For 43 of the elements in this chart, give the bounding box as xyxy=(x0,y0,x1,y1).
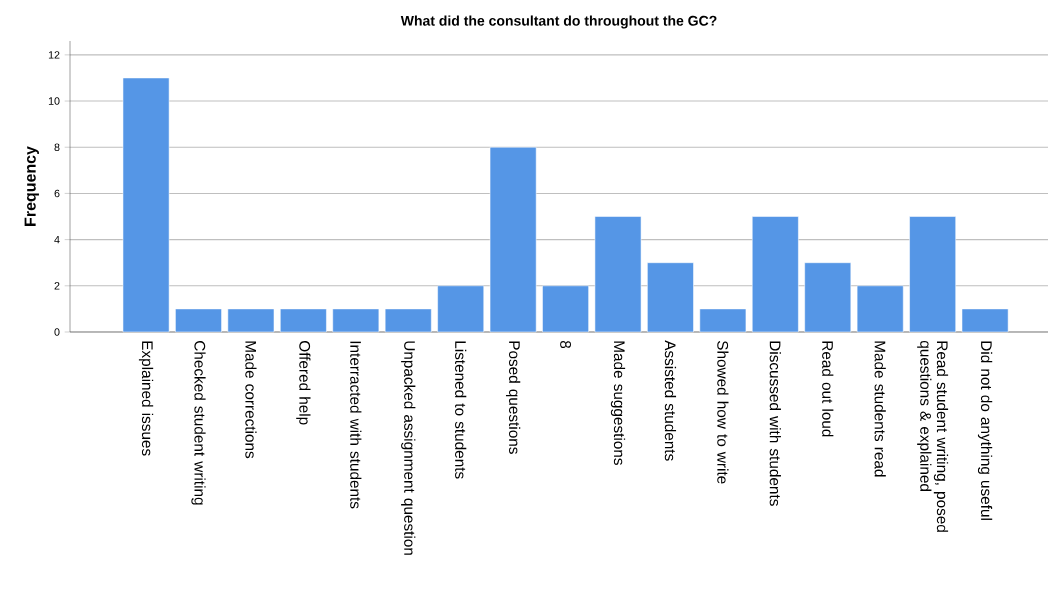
bar xyxy=(961,308,1009,333)
y-tick-label: 4 xyxy=(54,235,60,244)
y-tick-label: 10 xyxy=(48,97,60,105)
y-tick-label: 8 xyxy=(54,143,60,152)
bar xyxy=(280,308,327,333)
x-tick-label: Explained issues xyxy=(138,341,154,456)
x-tick-label: Assisted students xyxy=(664,340,677,461)
bar xyxy=(647,262,694,333)
bar xyxy=(175,308,222,333)
x-tick-label: Read out loud xyxy=(822,341,834,437)
x-tick-label: Offered help xyxy=(296,340,311,425)
x-tick-label: Posed questions xyxy=(505,341,521,454)
x-tick-label: Did not do anything useful xyxy=(977,341,993,520)
bar xyxy=(804,262,852,333)
x-tick-label: Read student writing, posed questions & explained xyxy=(917,340,949,532)
x-tick-label: 8 xyxy=(560,340,571,349)
chart-title: What did the consultant do throughout the GC? xyxy=(400,15,717,29)
bar xyxy=(332,308,380,333)
bar xyxy=(437,285,485,333)
x-tick-label: Showed how to write xyxy=(717,340,729,484)
x-tick-label: Checked student writing xyxy=(191,341,206,505)
bar xyxy=(856,285,904,333)
bar xyxy=(122,77,170,333)
y-tick-label: 12 xyxy=(48,51,60,59)
bar xyxy=(909,216,956,333)
x-tick-label: Listened to students xyxy=(455,341,467,479)
x-tick-label: Discussed with students xyxy=(769,341,781,506)
bar xyxy=(542,285,589,333)
y-tick-label: 0 xyxy=(54,328,60,336)
x-tick-label: Made corrections xyxy=(245,341,257,459)
y-tick-label: 6 xyxy=(54,189,60,198)
bar xyxy=(227,308,275,333)
bar xyxy=(699,308,747,333)
bar xyxy=(384,308,432,333)
bar xyxy=(489,146,537,333)
y-tick-label: 2 xyxy=(54,282,60,290)
x-tick-label: Interracted with students xyxy=(350,341,362,509)
x-tick-label: Made suggestions xyxy=(610,341,626,465)
bar xyxy=(751,216,799,333)
bar xyxy=(594,216,642,333)
y-axis-title: Frequency xyxy=(24,146,39,226)
x-tick-label: Made students read xyxy=(874,341,886,477)
x-tick-label: Unpacked assignment question xyxy=(401,341,416,555)
